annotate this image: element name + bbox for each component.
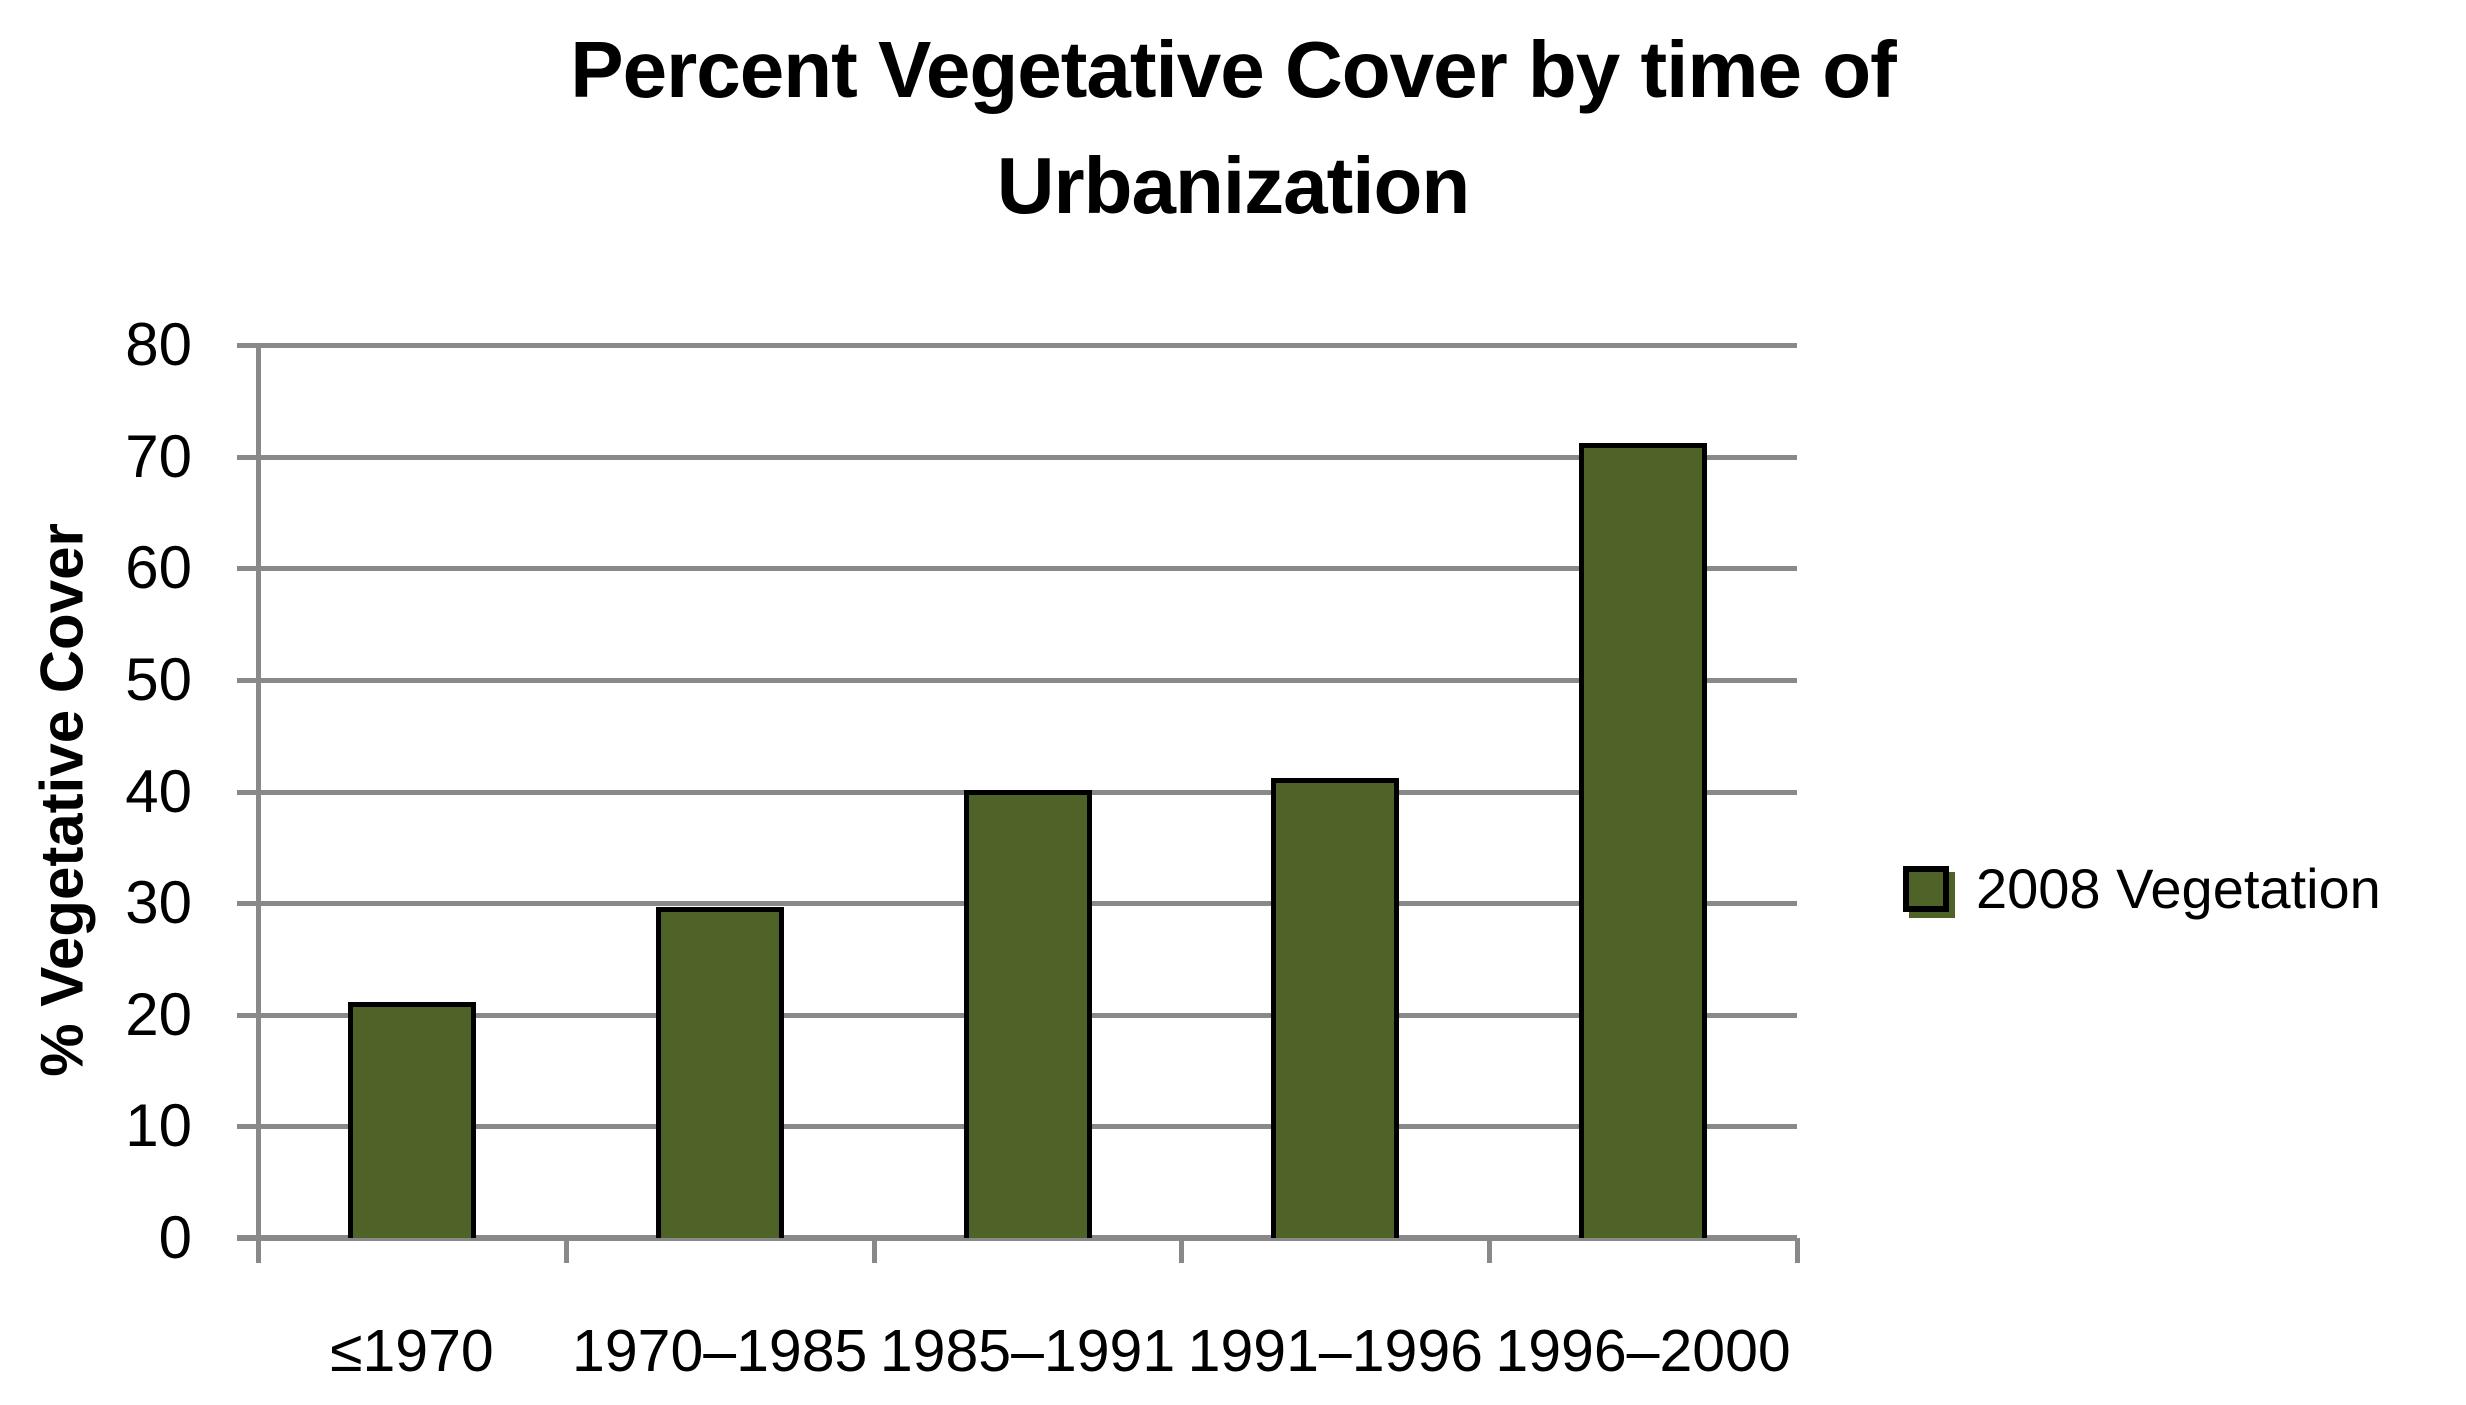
legend: 2008 Vegetation bbox=[1903, 858, 2381, 920]
y-tick-label-30: 30 bbox=[125, 869, 192, 937]
bar-≤1970 bbox=[347, 1001, 476, 1238]
legend-series-label: 2008 Vegetation bbox=[1976, 857, 2381, 920]
gridline-70 bbox=[237, 454, 1797, 460]
x-tick-label-1991–1996: 1991–1996 bbox=[1187, 1318, 1483, 1384]
y-tick-label-40: 40 bbox=[125, 757, 192, 825]
x-axis-labels: ≤1970 1970–1985 1985–1991 1991–1996 1996–200… bbox=[237, 1316, 1797, 1400]
gridline-80 bbox=[237, 343, 1797, 348]
chart-title: Percent Vegetative Cover by time of Urba… bbox=[433, 12, 2033, 244]
bar-1970–1985 bbox=[655, 906, 784, 1238]
y-tick-label-20: 20 bbox=[125, 980, 192, 1048]
y-tick-label-50: 50 bbox=[125, 645, 192, 713]
x-axis-tick bbox=[563, 1238, 569, 1263]
x-axis-tick bbox=[1179, 1238, 1185, 1263]
y-tick-label-60: 60 bbox=[125, 534, 192, 602]
gridline-50 bbox=[237, 677, 1797, 683]
x-axis-tick bbox=[256, 1238, 261, 1263]
x-tick-label-1970–1985: 1970–1985 bbox=[572, 1318, 868, 1384]
gridline-60 bbox=[237, 566, 1797, 572]
bar-1985–1991 bbox=[963, 789, 1092, 1238]
y-tick-label-80: 80 bbox=[125, 311, 192, 378]
bar-1996–2000 bbox=[1579, 443, 1708, 1238]
chart-title-line-2: Urbanization bbox=[996, 141, 1470, 230]
x-axis-tick bbox=[871, 1238, 877, 1263]
y-tick-label-10: 10 bbox=[125, 1092, 192, 1160]
x-axis-tick bbox=[1487, 1238, 1493, 1263]
y-tick-label-0: 0 bbox=[158, 1204, 192, 1271]
x-tick-label-1996–2000: 1996–2000 bbox=[1495, 1318, 1791, 1384]
x-tick-label-≤1970: ≤1970 bbox=[330, 1318, 494, 1384]
x-axis-tick bbox=[1795, 1238, 1800, 1263]
y-tick-label-70: 70 bbox=[125, 422, 192, 490]
y-axis-line bbox=[256, 345, 261, 1238]
legend-marker-swatch bbox=[1903, 866, 1949, 912]
bar-1991–1996 bbox=[1271, 778, 1400, 1238]
chart-title-line-1: Percent Vegetative Cover by time of bbox=[570, 25, 1897, 114]
x-tick-label-1985–1991: 1985–1991 bbox=[879, 1318, 1176, 1384]
x-axis-line bbox=[237, 1235, 1797, 1241]
